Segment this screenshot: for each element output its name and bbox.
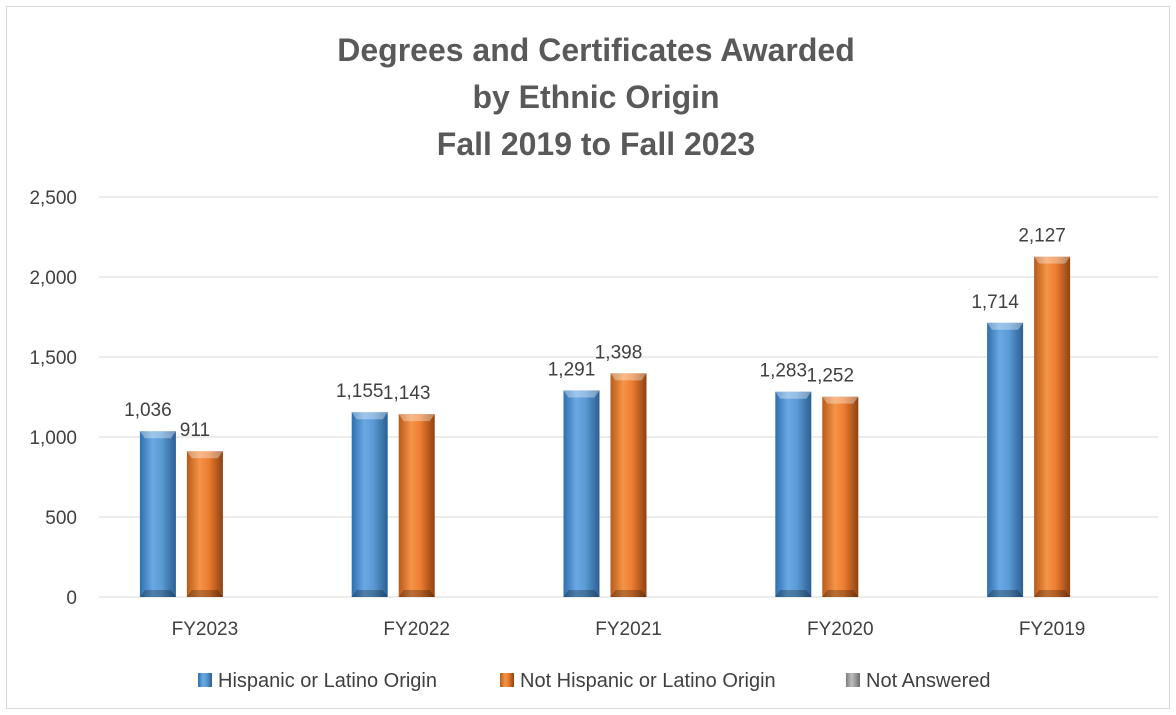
data-label-not-hispanic-or-latino-origin-fy2022: 1,143 bbox=[383, 383, 431, 404]
y-axis-ticks: 0 500 1,000 1,500 2,000 2,500 bbox=[29, 188, 77, 609]
chart-title-line-1: Degrees and Certificates Awarded bbox=[337, 32, 855, 68]
bar-not-hispanic-or-latino-origin-fy2023 bbox=[186, 451, 223, 597]
legend-swatch-not-answered bbox=[846, 673, 860, 687]
bar-not-hispanic-or-latino-origin-fy2022 bbox=[398, 414, 435, 597]
bar-bevel-bottom bbox=[775, 590, 812, 597]
bar-bevel-bottom bbox=[822, 590, 859, 597]
data-label-not-hispanic-or-latino-origin-fy2019: 2,127 bbox=[1018, 226, 1066, 247]
legend-label-not-answered: Not Answered bbox=[866, 670, 991, 692]
data-label-hispanic-or-latino-origin-fy2021: 1,291 bbox=[548, 359, 596, 380]
bar-bevel-top bbox=[186, 451, 223, 459]
x-tick-label: FY2020 bbox=[807, 619, 874, 640]
x-tick-label: FY2019 bbox=[1019, 619, 1086, 640]
bar-bevel-bottom bbox=[398, 590, 435, 597]
legend-swatch-hispanic-or-latino-origin bbox=[198, 673, 212, 687]
bar-bevel-bottom bbox=[610, 590, 647, 597]
bar-hispanic-or-latino-origin-fy2021 bbox=[563, 390, 600, 597]
bar-bevel-top bbox=[775, 391, 812, 399]
data-label-hispanic-or-latino-origin-fy2020: 1,283 bbox=[760, 361, 808, 382]
y-tick-label: 2,500 bbox=[29, 188, 77, 209]
y-tick-label: 500 bbox=[45, 508, 77, 529]
bar-not-hispanic-or-latino-origin-fy2021 bbox=[610, 373, 647, 597]
bar-bevel-bottom bbox=[186, 590, 223, 597]
data-label-not-hispanic-or-latino-origin-fy2020: 1,252 bbox=[807, 366, 855, 387]
gridlines bbox=[99, 196, 1158, 598]
data-label-hispanic-or-latino-origin-fy2019: 1,714 bbox=[971, 292, 1019, 313]
bar-not-hispanic-or-latino-origin-fy2020 bbox=[822, 396, 859, 597]
x-tick-label: FY2023 bbox=[172, 619, 239, 640]
x-tick-label: FY2022 bbox=[383, 619, 450, 640]
bar-bevel-bottom bbox=[563, 590, 600, 597]
bar-not-hispanic-or-latino-origin-fy2019 bbox=[1034, 256, 1071, 597]
bar-bevel-top bbox=[987, 322, 1024, 330]
y-tick-label: 2,000 bbox=[29, 268, 77, 289]
y-tick-label: 0 bbox=[66, 588, 77, 609]
bar-bevel-top bbox=[398, 414, 435, 422]
bar-bevel-top bbox=[1034, 256, 1071, 264]
legend-label-not-hispanic-or-latino-origin: Not Hispanic or Latino Origin bbox=[520, 670, 776, 692]
y-tick-label: 1,000 bbox=[29, 428, 77, 449]
bars bbox=[139, 256, 1071, 597]
x-tick-label: FY2021 bbox=[595, 619, 662, 640]
legend-label-hispanic-or-latino-origin: Hispanic or Latino Origin bbox=[218, 670, 437, 692]
legend-swatch-not-hispanic-or-latino-origin bbox=[500, 673, 514, 687]
bar-bevel-top bbox=[822, 396, 859, 404]
bar-bevel-top bbox=[563, 390, 600, 398]
data-label-hispanic-or-latino-origin-fy2022: 1,155 bbox=[336, 381, 384, 402]
bar-bevel-top bbox=[139, 431, 176, 439]
bar-bevel-bottom bbox=[139, 590, 176, 597]
chart-title-line-2: by Ethnic Origin bbox=[472, 79, 719, 115]
bar-bevel-bottom bbox=[351, 590, 388, 597]
y-tick-label: 1,500 bbox=[29, 348, 77, 369]
legend: Hispanic or Latino Origin Not Hispanic or… bbox=[198, 670, 991, 692]
data-label-not-hispanic-or-latino-origin-fy2023: 911 bbox=[180, 420, 210, 441]
chart-title-line-3: Fall 2019 to Fall 2023 bbox=[437, 126, 755, 162]
bar-hispanic-or-latino-origin-fy2019 bbox=[987, 322, 1024, 597]
bar-hispanic-or-latino-origin-fy2023 bbox=[139, 431, 176, 597]
data-label-not-hispanic-or-latino-origin-fy2021: 1,398 bbox=[595, 342, 643, 363]
bar-hispanic-or-latino-origin-fy2022 bbox=[351, 412, 388, 597]
x-axis-ticks: FY2023 FY2022 FY2021 FY2020 FY2019 bbox=[172, 619, 1086, 640]
bar-hispanic-or-latino-origin-fy2020 bbox=[775, 391, 812, 597]
bar-bevel-top bbox=[351, 412, 388, 420]
bar-bevel-bottom bbox=[987, 590, 1024, 597]
bar-bevel-bottom bbox=[1034, 590, 1071, 597]
bar-bevel-top bbox=[610, 373, 647, 381]
data-label-hispanic-or-latino-origin-fy2023: 1,036 bbox=[124, 400, 172, 421]
